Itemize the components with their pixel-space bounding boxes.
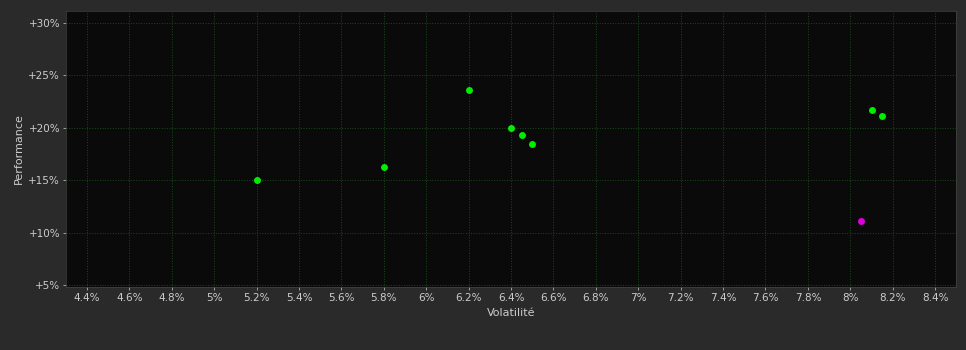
Y-axis label: Performance: Performance — [14, 113, 24, 184]
Point — [864, 107, 879, 113]
Point — [461, 87, 476, 93]
Point — [853, 218, 868, 224]
Point — [249, 177, 265, 183]
Point — [525, 141, 540, 146]
Point — [514, 132, 529, 138]
Point — [376, 164, 391, 169]
X-axis label: Volatilité: Volatilité — [487, 308, 535, 318]
Point — [503, 125, 519, 131]
Point — [874, 113, 890, 119]
